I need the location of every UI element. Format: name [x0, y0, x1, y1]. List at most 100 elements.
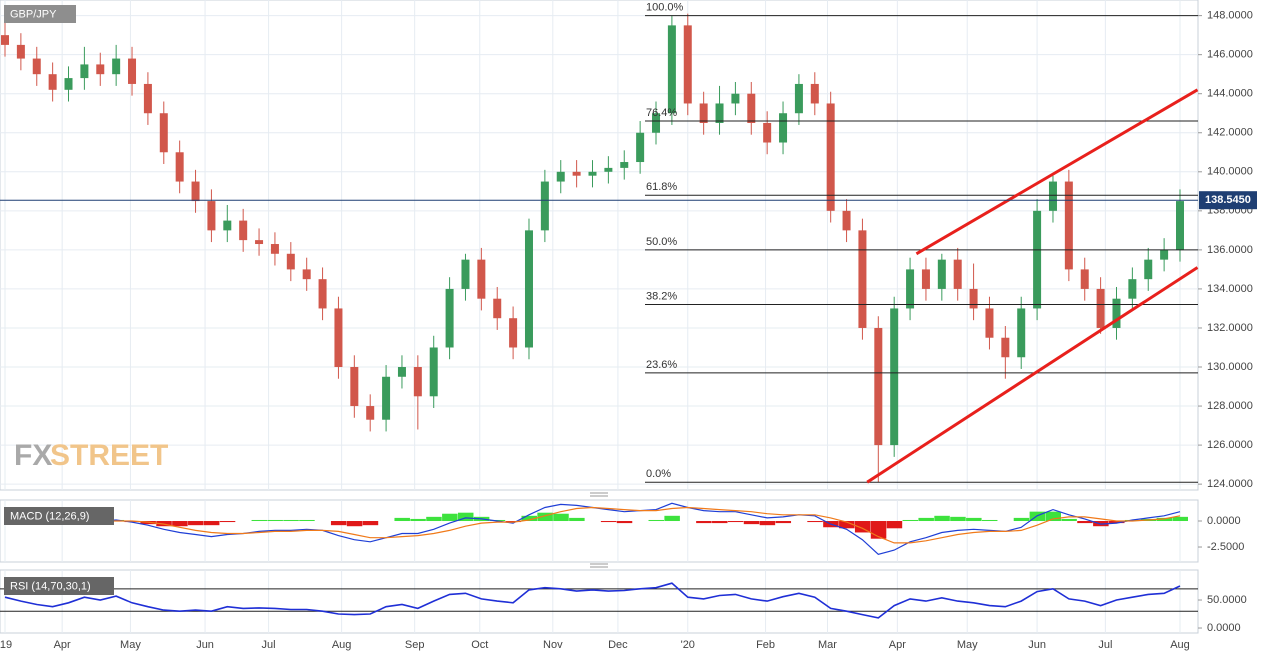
y-tick-label: 142.0000 [1207, 127, 1253, 139]
candle-body [366, 406, 375, 420]
candle-body [524, 230, 533, 348]
candle-body [588, 171, 597, 176]
histogram-bar [950, 516, 966, 522]
candle-body [270, 244, 279, 254]
histogram-bar [600, 521, 617, 523]
y-tick-label: 146.0000 [1207, 49, 1253, 61]
x-tick-label: Aug [1170, 639, 1190, 651]
panel-handle[interactable] [590, 492, 608, 497]
histogram-bar [569, 517, 585, 522]
histogram-bar [203, 521, 220, 526]
candle-body [985, 308, 994, 338]
candle-body [1048, 181, 1057, 211]
x-tick-label: Feb [756, 639, 775, 651]
candle-body [318, 279, 327, 309]
candle-body [572, 171, 581, 176]
candle-body [286, 253, 295, 270]
y-tick-label: 148.0000 [1207, 10, 1253, 22]
histogram-bar [1172, 516, 1188, 522]
candle-body [810, 83, 819, 104]
histogram-bar [283, 519, 299, 522]
histogram-bar [394, 517, 410, 522]
x-tick-label: Jul [262, 639, 276, 651]
candle-body [48, 74, 57, 90]
histogram-bar [854, 521, 871, 533]
histogram-bar [1077, 521, 1093, 524]
candle-body [112, 58, 121, 75]
x-tick-label: Jul [1098, 639, 1112, 651]
panel-title: MACD (12,26,9) [10, 510, 89, 522]
candle-body [890, 308, 899, 446]
candle-body [1128, 279, 1137, 299]
candle-body [509, 318, 518, 348]
candle-body [1, 35, 9, 45]
panel-handle[interactable] [590, 563, 608, 568]
candle-body [763, 122, 772, 143]
y-tick-label: 134.0000 [1207, 283, 1253, 295]
histogram-bar [886, 521, 903, 529]
histogram-bar [934, 515, 950, 522]
candle-body [747, 93, 756, 123]
histogram-bar [410, 518, 426, 522]
histogram-bar [188, 521, 204, 526]
candle-body [1176, 201, 1184, 250]
candle-body [636, 132, 645, 163]
last-price-label: 138.5450 [1205, 194, 1251, 206]
candle-body [350, 367, 359, 407]
y-tick-label: 0.0000 [1207, 622, 1241, 634]
histogram-bar [362, 521, 379, 526]
candle-body [191, 181, 200, 202]
histogram-bar [807, 521, 823, 523]
fib-label: 76.4% [646, 107, 677, 119]
x-tick-label: Jun [1028, 639, 1046, 651]
fib-label: 61.8% [646, 181, 677, 193]
histogram-bar [330, 521, 347, 526]
candle-body [175, 152, 184, 182]
candle-body [1064, 181, 1073, 270]
candle-body [652, 113, 661, 133]
histogram-bar [727, 521, 744, 523]
histogram-bar [696, 521, 712, 524]
candle-body [683, 25, 692, 104]
candle-body [429, 347, 438, 397]
y-tick-label: 126.0000 [1207, 439, 1253, 451]
candle-body [779, 113, 788, 143]
histogram-bar [1108, 521, 1125, 524]
x-tick-label: '20 [681, 639, 695, 651]
candle-body [80, 64, 89, 79]
signal-line [4, 506, 1181, 544]
candle-body [620, 162, 629, 168]
candle-body [540, 181, 549, 231]
candle-body [794, 83, 803, 114]
y-tick-label: 140.0000 [1207, 166, 1253, 178]
histogram-bar [775, 521, 792, 524]
x-tick-label: Mar [818, 639, 837, 651]
y-tick-label: 132.0000 [1207, 322, 1253, 334]
x-tick-label: Aug [332, 639, 352, 651]
y-tick-label: 136.0000 [1207, 244, 1253, 256]
histogram-bar [346, 521, 363, 527]
x-tick-label: '19 [0, 639, 12, 651]
histogram-bar [1061, 518, 1077, 522]
histogram-bar [712, 521, 728, 524]
candle-body [921, 269, 930, 289]
x-tick-label: Apr [889, 639, 906, 651]
panel-title: RSI (14,70,30,1) [10, 580, 91, 592]
watermark: STREET [50, 439, 168, 472]
histogram-bar [664, 515, 680, 522]
histogram-bar [870, 521, 887, 539]
candle-body [302, 269, 311, 280]
x-tick-label: May [957, 639, 978, 651]
candle-body [207, 201, 216, 231]
candle-body [334, 308, 343, 368]
rsi-panel [0, 569, 1199, 634]
candle-body [731, 93, 740, 104]
candle-body [477, 259, 486, 299]
candle-body [969, 288, 978, 309]
candle-body [159, 113, 168, 153]
candle-body [128, 58, 137, 84]
panel-title: GBP/JPY [10, 8, 57, 20]
fib-label: 50.0% [646, 236, 677, 248]
histogram-bar [251, 519, 268, 522]
